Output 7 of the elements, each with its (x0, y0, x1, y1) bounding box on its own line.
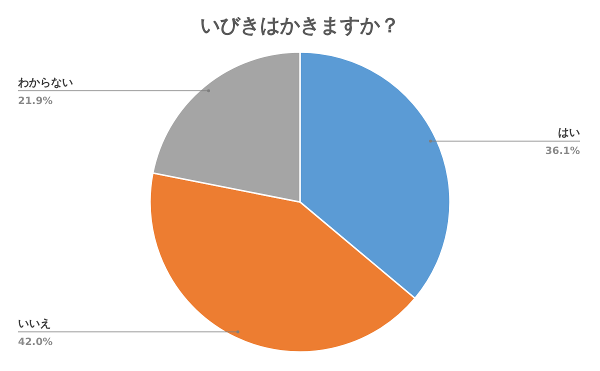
data-label: 36.1% (545, 146, 580, 158)
chart-title: いびきはかきますか？ (200, 13, 400, 37)
data-label: 21.9% (18, 96, 53, 107)
slice-label: はい (558, 126, 580, 140)
slice-label: わからない (17, 76, 73, 89)
slice-label: いいえ (18, 316, 51, 330)
data-label: 42.0% (18, 336, 53, 348)
